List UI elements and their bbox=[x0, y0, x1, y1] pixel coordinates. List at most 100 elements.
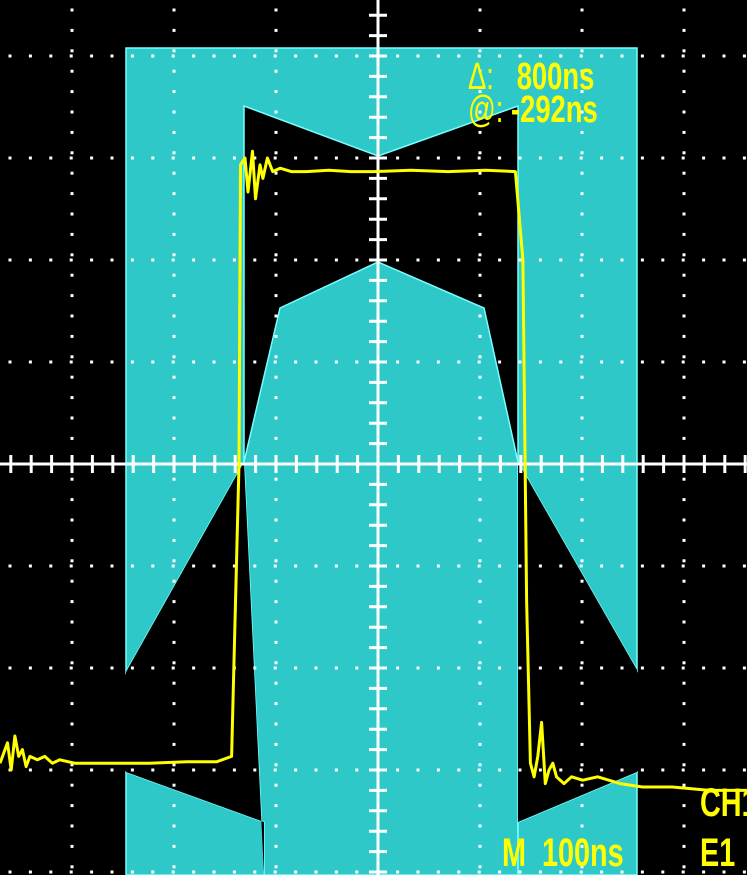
graticule-dot bbox=[538, 870, 542, 874]
graticule-dot bbox=[212, 870, 216, 874]
graticule-dot bbox=[253, 360, 257, 364]
graticule-dot bbox=[681, 54, 685, 58]
graticule-dot bbox=[742, 360, 746, 364]
graticule-dot bbox=[580, 375, 584, 379]
graticule-dot bbox=[334, 360, 338, 364]
graticule-dot bbox=[130, 870, 134, 874]
graticule-dot bbox=[640, 768, 644, 772]
graticule-dot bbox=[640, 258, 644, 262]
graticule-dot bbox=[192, 666, 196, 670]
graticule-dot bbox=[110, 54, 114, 58]
graticule-dot bbox=[8, 666, 12, 670]
graticule-dot bbox=[478, 334, 482, 338]
graticule-dot bbox=[742, 258, 746, 262]
graticule-dot bbox=[579, 870, 583, 874]
graticule-dot bbox=[172, 28, 176, 32]
graticule-dot bbox=[661, 360, 665, 364]
graticule-dot bbox=[682, 110, 686, 114]
graticule-dot bbox=[28, 156, 32, 160]
graticule-dot bbox=[253, 54, 257, 58]
graticule-dot bbox=[70, 334, 74, 338]
graticule-dot bbox=[314, 666, 318, 670]
graticule-dot bbox=[70, 844, 74, 848]
graticule-dot bbox=[702, 870, 706, 874]
graticule-dot bbox=[498, 54, 502, 58]
graticule-dot bbox=[8, 258, 12, 262]
graticule-dot bbox=[70, 90, 74, 94]
graticule-dot bbox=[722, 870, 726, 874]
graticule-dot bbox=[8, 360, 12, 364]
graticule-dot bbox=[682, 253, 686, 257]
graticule-dot bbox=[580, 253, 584, 257]
graticule-dot bbox=[580, 640, 584, 644]
graticule-dot bbox=[172, 273, 176, 277]
graticule-dot bbox=[273, 54, 277, 58]
graticule-dot bbox=[70, 212, 74, 216]
graticule-dot bbox=[681, 360, 685, 364]
graticule-dot bbox=[151, 564, 155, 568]
graticule-dot bbox=[477, 564, 481, 568]
graticule-dot bbox=[600, 564, 604, 568]
graticule-dot bbox=[682, 702, 686, 706]
graticule-dot bbox=[682, 620, 686, 624]
graticule-dot bbox=[579, 258, 583, 262]
graticule-dot bbox=[478, 110, 482, 114]
graticule-dot bbox=[580, 804, 584, 808]
graticule-dot bbox=[478, 8, 482, 12]
graticule-dot bbox=[314, 870, 318, 874]
graticule-dot bbox=[70, 49, 74, 53]
graticule-dot bbox=[110, 666, 114, 670]
graticule-dot bbox=[70, 151, 74, 155]
graticule-dot bbox=[172, 294, 176, 298]
graticule-dot bbox=[172, 90, 176, 94]
graticule-dot bbox=[580, 212, 584, 216]
graticule-dot bbox=[478, 702, 482, 706]
graticule-dot bbox=[110, 360, 114, 364]
graticule-dot bbox=[212, 768, 216, 772]
graticule-dot bbox=[416, 768, 420, 772]
graticule-dot bbox=[172, 640, 176, 644]
graticule-dot bbox=[682, 49, 686, 53]
graticule-dot bbox=[478, 232, 482, 236]
graticule-dot bbox=[334, 666, 338, 670]
graticule-dot bbox=[742, 870, 746, 874]
graticule-dot bbox=[661, 258, 665, 262]
graticule-dot bbox=[274, 681, 278, 685]
graticule-dot bbox=[49, 54, 53, 58]
graticule-dot bbox=[580, 192, 584, 196]
graticule-dot bbox=[70, 620, 74, 624]
graticule-dot bbox=[722, 360, 726, 364]
graticule-dot bbox=[110, 870, 114, 874]
graticule-dot bbox=[682, 844, 686, 848]
graticule-dot bbox=[722, 768, 726, 772]
graticule-dot bbox=[682, 396, 686, 400]
graticule-dot bbox=[70, 232, 74, 236]
graticule-dot bbox=[171, 768, 175, 772]
graticule-dot bbox=[355, 768, 359, 772]
graticule-dot bbox=[172, 396, 176, 400]
graticule-dot bbox=[538, 666, 542, 670]
graticule-dot bbox=[314, 768, 318, 772]
graticule-dot bbox=[130, 156, 134, 160]
graticule-dot bbox=[232, 564, 236, 568]
graticule-dot bbox=[274, 804, 278, 808]
graticule-dot bbox=[49, 564, 53, 568]
graticule-dot bbox=[580, 355, 584, 359]
graticule-dot bbox=[274, 28, 278, 32]
graticule-dot bbox=[640, 156, 644, 160]
graticule-dot bbox=[661, 156, 665, 160]
graticule-dot bbox=[477, 768, 481, 772]
graticule-dot bbox=[69, 258, 73, 262]
graticule-dot bbox=[600, 768, 604, 772]
graticule-dot bbox=[457, 870, 461, 874]
graticule-dot bbox=[580, 8, 584, 12]
graticule-dot bbox=[294, 564, 298, 568]
graticule-dot bbox=[355, 156, 359, 160]
graticule-dot bbox=[172, 130, 176, 134]
graticule-dot bbox=[8, 156, 12, 160]
graticule-dot bbox=[702, 156, 706, 160]
graticule-dot bbox=[682, 600, 686, 604]
graticule-dot bbox=[682, 130, 686, 134]
graticule-dot bbox=[742, 666, 746, 670]
graticule-dot bbox=[580, 620, 584, 624]
